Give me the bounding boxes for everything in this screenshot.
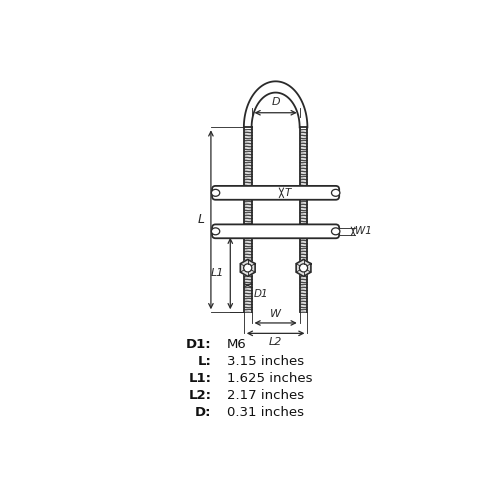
Ellipse shape [212,190,220,196]
Text: D1: D1 [254,289,268,299]
Circle shape [300,228,307,235]
Text: 3.15 inches: 3.15 inches [227,356,304,368]
Text: D:: D: [195,406,212,419]
Text: L: L [198,214,205,226]
Ellipse shape [212,228,220,235]
Ellipse shape [332,228,340,235]
Text: D1:: D1: [186,338,212,351]
FancyBboxPatch shape [212,224,339,238]
FancyBboxPatch shape [212,186,339,200]
Text: W1: W1 [356,226,372,236]
Circle shape [300,264,308,272]
Circle shape [244,264,252,272]
Text: 0.31 inches: 0.31 inches [227,406,304,419]
Text: T: T [284,188,291,198]
Text: L2:: L2: [188,389,212,402]
Text: 1.625 inches: 1.625 inches [227,372,312,386]
Text: L:: L: [198,356,211,368]
Circle shape [300,190,307,196]
Text: M6: M6 [227,338,247,351]
Text: 2.17 inches: 2.17 inches [227,389,304,402]
Circle shape [244,228,251,235]
Polygon shape [296,260,311,276]
Text: L1: L1 [211,268,224,278]
Circle shape [244,190,251,196]
Ellipse shape [332,190,340,196]
Text: L1:: L1: [188,372,212,386]
Polygon shape [244,82,308,128]
Text: D: D [272,98,280,108]
Text: L2: L2 [269,337,282,347]
Polygon shape [240,260,255,276]
Text: W: W [270,309,281,319]
